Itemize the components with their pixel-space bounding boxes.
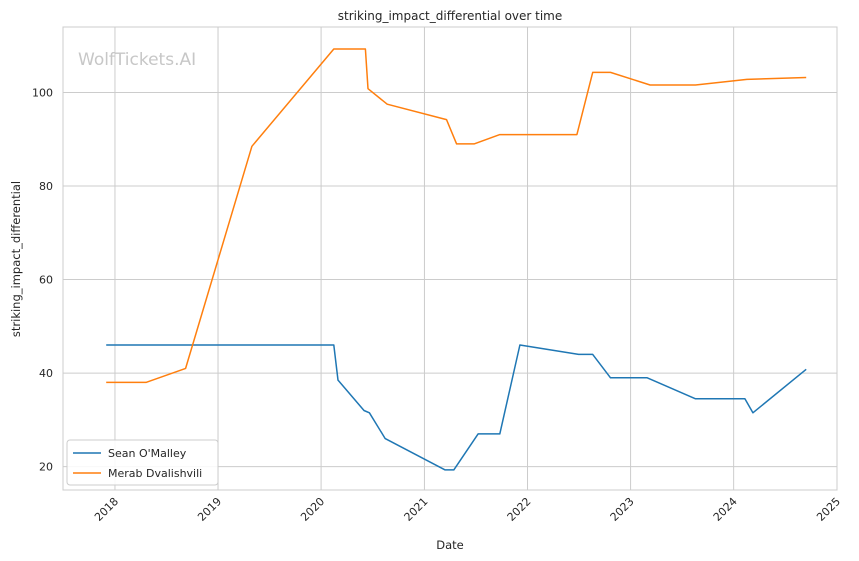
y-tick-label: 20 bbox=[39, 461, 53, 474]
x-tick-label: 2022 bbox=[505, 495, 534, 524]
watermark-text: WolfTickets.AI bbox=[78, 50, 196, 70]
series-line-sean-o-malley bbox=[106, 344, 807, 471]
x-tick-label: 2018 bbox=[92, 495, 121, 524]
x-tick-label: 2019 bbox=[195, 495, 224, 524]
plot-frame bbox=[62, 26, 838, 491]
x-tick-label: 2021 bbox=[402, 495, 431, 524]
y-axis-label: striking_impact_differential bbox=[9, 181, 23, 337]
series-lines bbox=[106, 48, 807, 471]
x-tick-label: 2023 bbox=[608, 495, 637, 524]
y-tick-label: 60 bbox=[39, 274, 53, 287]
legend-label-sean-omalley: Sean O'Malley bbox=[108, 447, 187, 460]
x-tick-labels: 2018 2019 2020 2021 2022 2023 2024 2025 bbox=[92, 495, 843, 524]
y-tick-labels: 20 40 60 80 100 bbox=[32, 86, 53, 473]
legend-label-merab-dvalishvili: Merab Dvalishvili bbox=[108, 467, 202, 480]
x-axis-label: Date bbox=[436, 538, 464, 552]
legend-box bbox=[66, 439, 219, 486]
x-tick-label: 2020 bbox=[298, 495, 327, 524]
x-tick-label: 2025 bbox=[814, 495, 843, 524]
x-tick-label: 2024 bbox=[711, 495, 740, 524]
legend: Sean O'Malley Merab Dvalishvili bbox=[66, 439, 219, 486]
grid bbox=[63, 27, 838, 490]
y-tick-label: 40 bbox=[39, 367, 53, 380]
chart-title: striking_impact_differential over time bbox=[338, 9, 563, 23]
series-line-merab-dvalishvili bbox=[106, 48, 807, 384]
y-tick-label: 80 bbox=[39, 180, 53, 193]
y-tick-label: 100 bbox=[32, 86, 53, 99]
